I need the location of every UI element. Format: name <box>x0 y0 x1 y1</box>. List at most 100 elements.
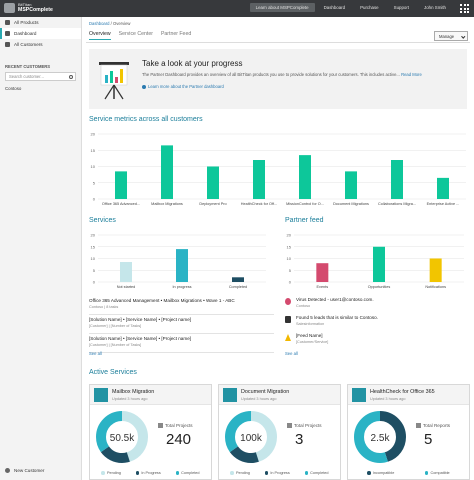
learn-more-link[interactable]: Learn more about the Partner dashboard <box>142 84 224 89</box>
search-icon[interactable] <box>69 74 73 79</box>
active-service-card[interactable]: Document Migration Updated 3 hours ago 100… <box>218 384 341 480</box>
metrics-title: Service metrics across all customers <box>89 116 203 123</box>
bar[interactable] <box>437 177 449 199</box>
brand-small: BitTitan <box>18 2 32 8</box>
card-metric-value: 3 <box>295 431 304 448</box>
bar[interactable] <box>232 277 244 282</box>
manage-dropdown[interactable]: Manage <box>434 31 468 41</box>
bar[interactable] <box>253 160 265 199</box>
feed-see-all-link[interactable]: See all <box>285 351 298 356</box>
x-tick-label: Not started <box>117 285 136 289</box>
bar[interactable] <box>345 171 357 199</box>
donut-segment[interactable] <box>354 411 406 463</box>
bar[interactable] <box>207 166 219 200</box>
info-icon <box>142 84 146 89</box>
service-item-title: [Solution Name] • [Service Name] • [Proj… <box>89 317 192 322</box>
bar[interactable] <box>161 145 173 199</box>
tab[interactable]: Service Center <box>118 31 153 37</box>
donut-segment[interactable] <box>96 411 148 463</box>
y-tick-label: 0 <box>93 197 96 202</box>
partner-feed-title: Partner feed <box>285 217 324 224</box>
y-tick-label: 20 <box>287 233 292 238</box>
bar[interactable] <box>120 262 132 282</box>
donut-segment[interactable] <box>225 411 277 463</box>
legend-dot <box>424 471 429 475</box>
service-item[interactable]: [Solution Name] • [Service Name] • [Proj… <box>89 334 274 353</box>
donut-segment[interactable] <box>96 411 148 463</box>
top-nav-item[interactable]: John Smith <box>424 5 446 10</box>
donut-segment[interactable] <box>225 411 277 463</box>
legend-item: Completed <box>175 471 200 475</box>
sidebar-item[interactable]: Dashboard <box>0 28 81 39</box>
feed-item-title: Virus Detected - user1@contoso.com. <box>296 297 374 302</box>
service-icon <box>223 388 237 402</box>
top-nav-item[interactable]: Dashboard <box>323 5 346 10</box>
service-item[interactable]: Office 365 Advanced Management • Mailbox… <box>89 296 274 315</box>
y-tick-label: 0 <box>93 280 96 285</box>
manage-label: Manage <box>439 34 455 39</box>
card-title: Mailbox Migration <box>112 389 155 395</box>
feed-item-title: [Feed Name] <box>296 333 323 338</box>
read-more-link[interactable]: Read More <box>401 72 422 77</box>
top-nav-item[interactable]: Learn about MSPComplete <box>249 3 315 12</box>
legend-dot <box>101 471 105 475</box>
card-updated: Updated 3 hours ago <box>241 397 277 401</box>
products-icon <box>5 20 10 25</box>
donut-chart: 50.5k <box>96 411 148 463</box>
x-tick-label: In progress <box>173 285 192 289</box>
active-services-title: Active Services <box>89 369 137 376</box>
active-service-card[interactable]: HealthCheck for Office 365 Updated 3 hour… <box>347 384 470 480</box>
bar[interactable] <box>373 246 385 282</box>
legend-dot <box>175 471 180 475</box>
service-item[interactable]: [Solution Name] • [Service Name] • [Proj… <box>89 315 274 334</box>
y-tick-label: 15 <box>91 244 96 249</box>
sidebar-item[interactable]: All Products <box>0 17 81 28</box>
bar[interactable] <box>176 249 188 282</box>
feed-item[interactable]: Virus Detected - user1@contoso.com. Conto… <box>285 296 465 314</box>
app-launcher-icon[interactable] <box>460 4 469 13</box>
card-header: Document Migration Updated 3 hours ago <box>219 385 340 405</box>
legend-item: In Progress <box>135 471 161 475</box>
feed-item[interactable]: Found 5 leads that is similar to Contoso… <box>285 314 465 332</box>
bar[interactable] <box>391 160 403 199</box>
bar[interactable] <box>316 263 329 282</box>
x-tick-label: Enterprise Active ... <box>427 202 460 206</box>
virus-icon <box>285 298 291 305</box>
feed-item-sub: Contoso <box>296 304 311 308</box>
recent-customer-item[interactable]: Contoso <box>5 86 22 91</box>
legend-label: Compatible <box>430 471 450 475</box>
tab[interactable]: Partner Feed <box>160 31 192 37</box>
legend-label: Pending <box>106 471 121 475</box>
bar[interactable] <box>429 258 442 283</box>
sidebar-item-label: All Customers <box>14 42 43 47</box>
services-see-all-link[interactable]: See all <box>89 351 102 356</box>
top-nav-item[interactable]: Support <box>393 5 410 10</box>
banner-text: The Partner Dashboard provides an overvi… <box>142 72 400 77</box>
card-updated: Updated 3 hours ago <box>370 397 406 401</box>
customer-search-input[interactable]: Search customer... <box>5 72 76 81</box>
donut-chart: 100k <box>225 411 277 463</box>
legend-label: In Progress <box>141 471 161 475</box>
brand[interactable]: BitTitan MSPComplete <box>4 3 53 13</box>
tab[interactable]: Overview <box>89 31 111 40</box>
bar[interactable] <box>299 155 311 199</box>
top-bar: BitTitan MSPComplete Learn about MSPComp… <box>0 0 474 17</box>
y-tick-label: 20 <box>91 233 96 238</box>
partner-feed-chart: 0 5 10 15 20 Events Opportunities Notifications <box>287 233 464 289</box>
donut-center-value: 2.5k <box>371 433 391 444</box>
main-content: Dashboard / Overview Overview Service Cen… <box>86 17 470 480</box>
breadcrumb: Dashboard / Overview <box>89 21 131 26</box>
legend-label: Completed <box>310 471 329 475</box>
legend-label: In Progress <box>270 471 290 475</box>
bar[interactable] <box>115 171 127 199</box>
feed-item[interactable]: [Feed Name] [Customer/Service] <box>285 332 465 350</box>
top-nav-item[interactable]: Purchase <box>360 5 379 10</box>
legend-label: Pending <box>235 471 250 475</box>
y-tick-label: 10 <box>91 164 96 169</box>
sidebar-item[interactable]: All Customers <box>0 39 81 50</box>
brand-name: MSPComplete <box>18 7 53 13</box>
new-customer-button[interactable]: New Customer <box>5 468 44 473</box>
active-service-card[interactable]: Mailbox Migration Updated 3 hours ago 50.5… <box>89 384 212 480</box>
breadcrumb-dashboard-link[interactable]: Dashboard <box>89 21 110 26</box>
y-tick-label: 10 <box>287 256 292 261</box>
